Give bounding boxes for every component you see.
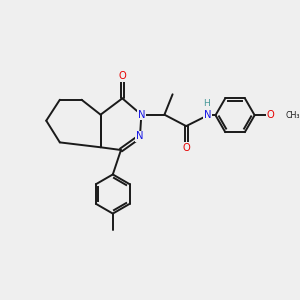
Text: O: O	[118, 71, 126, 81]
Text: O: O	[182, 143, 190, 153]
Text: N: N	[136, 131, 144, 141]
Text: CH₃: CH₃	[285, 111, 300, 120]
Text: N: N	[204, 110, 212, 120]
Text: H: H	[203, 99, 210, 108]
Text: O: O	[266, 110, 274, 120]
Text: N: N	[138, 110, 145, 120]
